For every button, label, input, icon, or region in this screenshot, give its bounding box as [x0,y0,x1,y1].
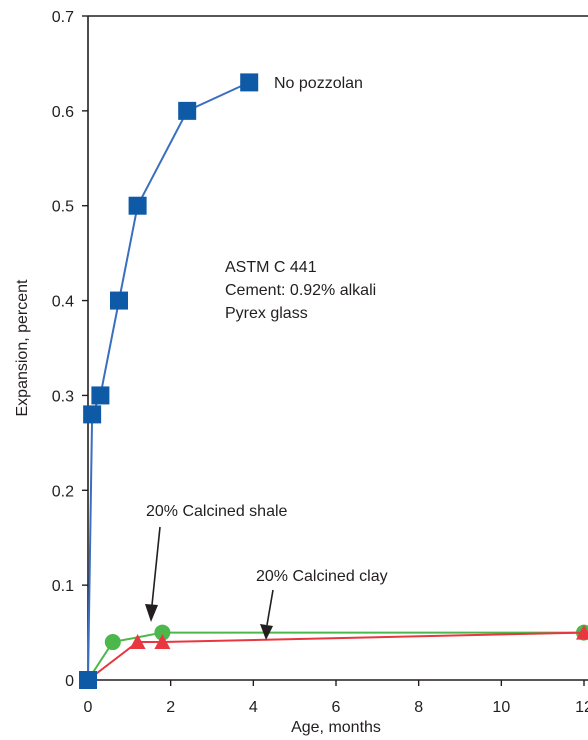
y-axis-ticks: 0 0.1 0.2 0.3 0.4 0.5 0.6 0.7 [52,9,88,690]
x-axis-ticks: 0 2 4 6 8 10 12 [84,680,588,716]
x-tick-label: 4 [249,699,258,716]
point-20-calcined-shale [154,624,171,641]
point-no-pozzolan [128,196,147,215]
y-tick-label: 0.1 [52,578,74,595]
y-tick-label: 0.2 [52,483,74,500]
point-no-pozzolan [178,101,197,120]
arrow-calcined-clay [260,589,274,640]
point-20-calcined-clay [129,634,146,650]
series-line-20-calcined-clay [87,631,585,681]
label-calcined-clay: 20% Calcined clay [256,568,388,585]
y-tick-label: 0 [65,673,74,690]
y-tick-label: 0.6 [52,104,74,121]
label-no-pozzolan: No pozzolan [274,75,363,92]
label-astm: ASTM C 441 [225,259,317,276]
point-20-calcined-shale [104,634,121,651]
series-no-pozzolan [79,73,259,689]
x-tick-label: 0 [84,699,93,716]
y-axis-title: Expansion, percent [14,279,31,417]
series-layer [79,73,588,689]
x-tick-label: 8 [414,699,423,716]
label-cement: Cement: 0.92% alkali [225,282,376,299]
point-no-pozzolan [83,405,102,424]
y-tick-label: 0.5 [52,199,74,216]
point-20-calcined-clay [576,624,588,640]
point-no-pozzolan [91,386,110,405]
point-no-pozzolan [110,291,128,310]
point-no-pozzolan [240,73,259,92]
point-20-calcined-clay [154,634,171,650]
label-pyrex: Pyrex glass [225,305,308,322]
x-tick-label: 10 [492,699,510,716]
x-tick-label: 6 [332,699,341,716]
x-tick-label: 12 [575,699,588,716]
y-tick-label: 0.4 [52,294,74,311]
series-line-no-pozzolan [87,81,250,681]
y-tick-label: 0.7 [52,9,74,26]
x-tick-label: 2 [166,699,175,716]
point-no-pozzolan [79,671,97,689]
x-axis-title: Age, months [291,719,381,736]
arrow-calcined-shale [145,526,161,622]
y-tick-label: 0.3 [52,388,74,405]
label-calcined-shale: 20% Calcined shale [146,503,288,520]
